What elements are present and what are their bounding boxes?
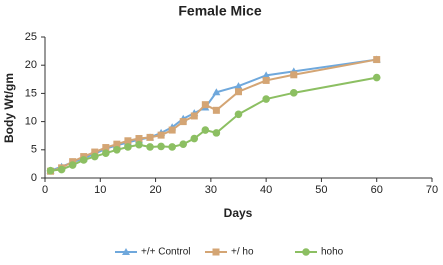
point	[289, 89, 298, 97]
y-tick-label: 15	[25, 87, 37, 99]
point	[179, 118, 187, 126]
point	[190, 134, 199, 143]
point	[113, 140, 121, 148]
point	[168, 143, 176, 151]
series-line	[50, 76, 377, 172]
legend-marker	[122, 248, 130, 255]
x-tick-label: 50	[315, 184, 327, 196]
point	[201, 126, 210, 134]
y-tick-label: 25	[25, 31, 37, 43]
point	[235, 88, 242, 96]
point	[157, 142, 165, 151]
x-tick-label: 40	[260, 184, 272, 196]
point	[68, 161, 77, 169]
x-tick-label: 70	[426, 184, 438, 196]
point	[91, 148, 99, 156]
point	[212, 129, 221, 137]
point	[157, 131, 165, 139]
legend-marker	[212, 248, 220, 256]
point	[190, 112, 198, 120]
y-tick-label: 0	[31, 172, 37, 184]
point	[102, 149, 110, 157]
point	[135, 135, 143, 143]
point	[113, 146, 121, 154]
point	[79, 156, 88, 164]
legend-label: hoho	[321, 247, 344, 258]
legend-label: +/+ Control	[141, 247, 190, 258]
x-tick-label: 10	[94, 184, 106, 196]
point	[372, 73, 381, 82]
point	[262, 76, 270, 84]
y-axis-label: Body Wt/gm	[2, 73, 16, 143]
point	[135, 140, 143, 149]
point	[212, 88, 221, 96]
point	[262, 95, 270, 103]
point	[212, 106, 220, 114]
point	[201, 101, 209, 109]
point	[90, 152, 99, 161]
legend-label: +/ ho	[231, 247, 254, 258]
y-tick-label: 5	[31, 144, 37, 156]
y-tick-label: 20	[25, 59, 37, 71]
point	[179, 140, 188, 148]
point	[168, 126, 176, 134]
x-tick-label: 0	[42, 184, 48, 196]
point	[124, 143, 132, 151]
x-tick-label: 30	[205, 184, 217, 196]
point	[290, 71, 298, 79]
point	[57, 165, 66, 174]
point	[46, 166, 55, 175]
point	[373, 56, 381, 64]
x-axis-label: Days	[224, 206, 253, 220]
series-line	[50, 58, 377, 172]
point	[262, 71, 271, 79]
y-tick-label: 10	[25, 116, 37, 128]
point	[146, 143, 154, 151]
legend-marker	[302, 248, 310, 256]
point	[234, 110, 243, 119]
point	[102, 144, 110, 152]
chart-title: Female Mice	[178, 3, 261, 19]
x-tick-label: 20	[149, 184, 161, 196]
x-tick-label: 60	[371, 184, 383, 196]
point	[124, 137, 132, 145]
point	[234, 82, 243, 90]
point	[146, 133, 154, 141]
